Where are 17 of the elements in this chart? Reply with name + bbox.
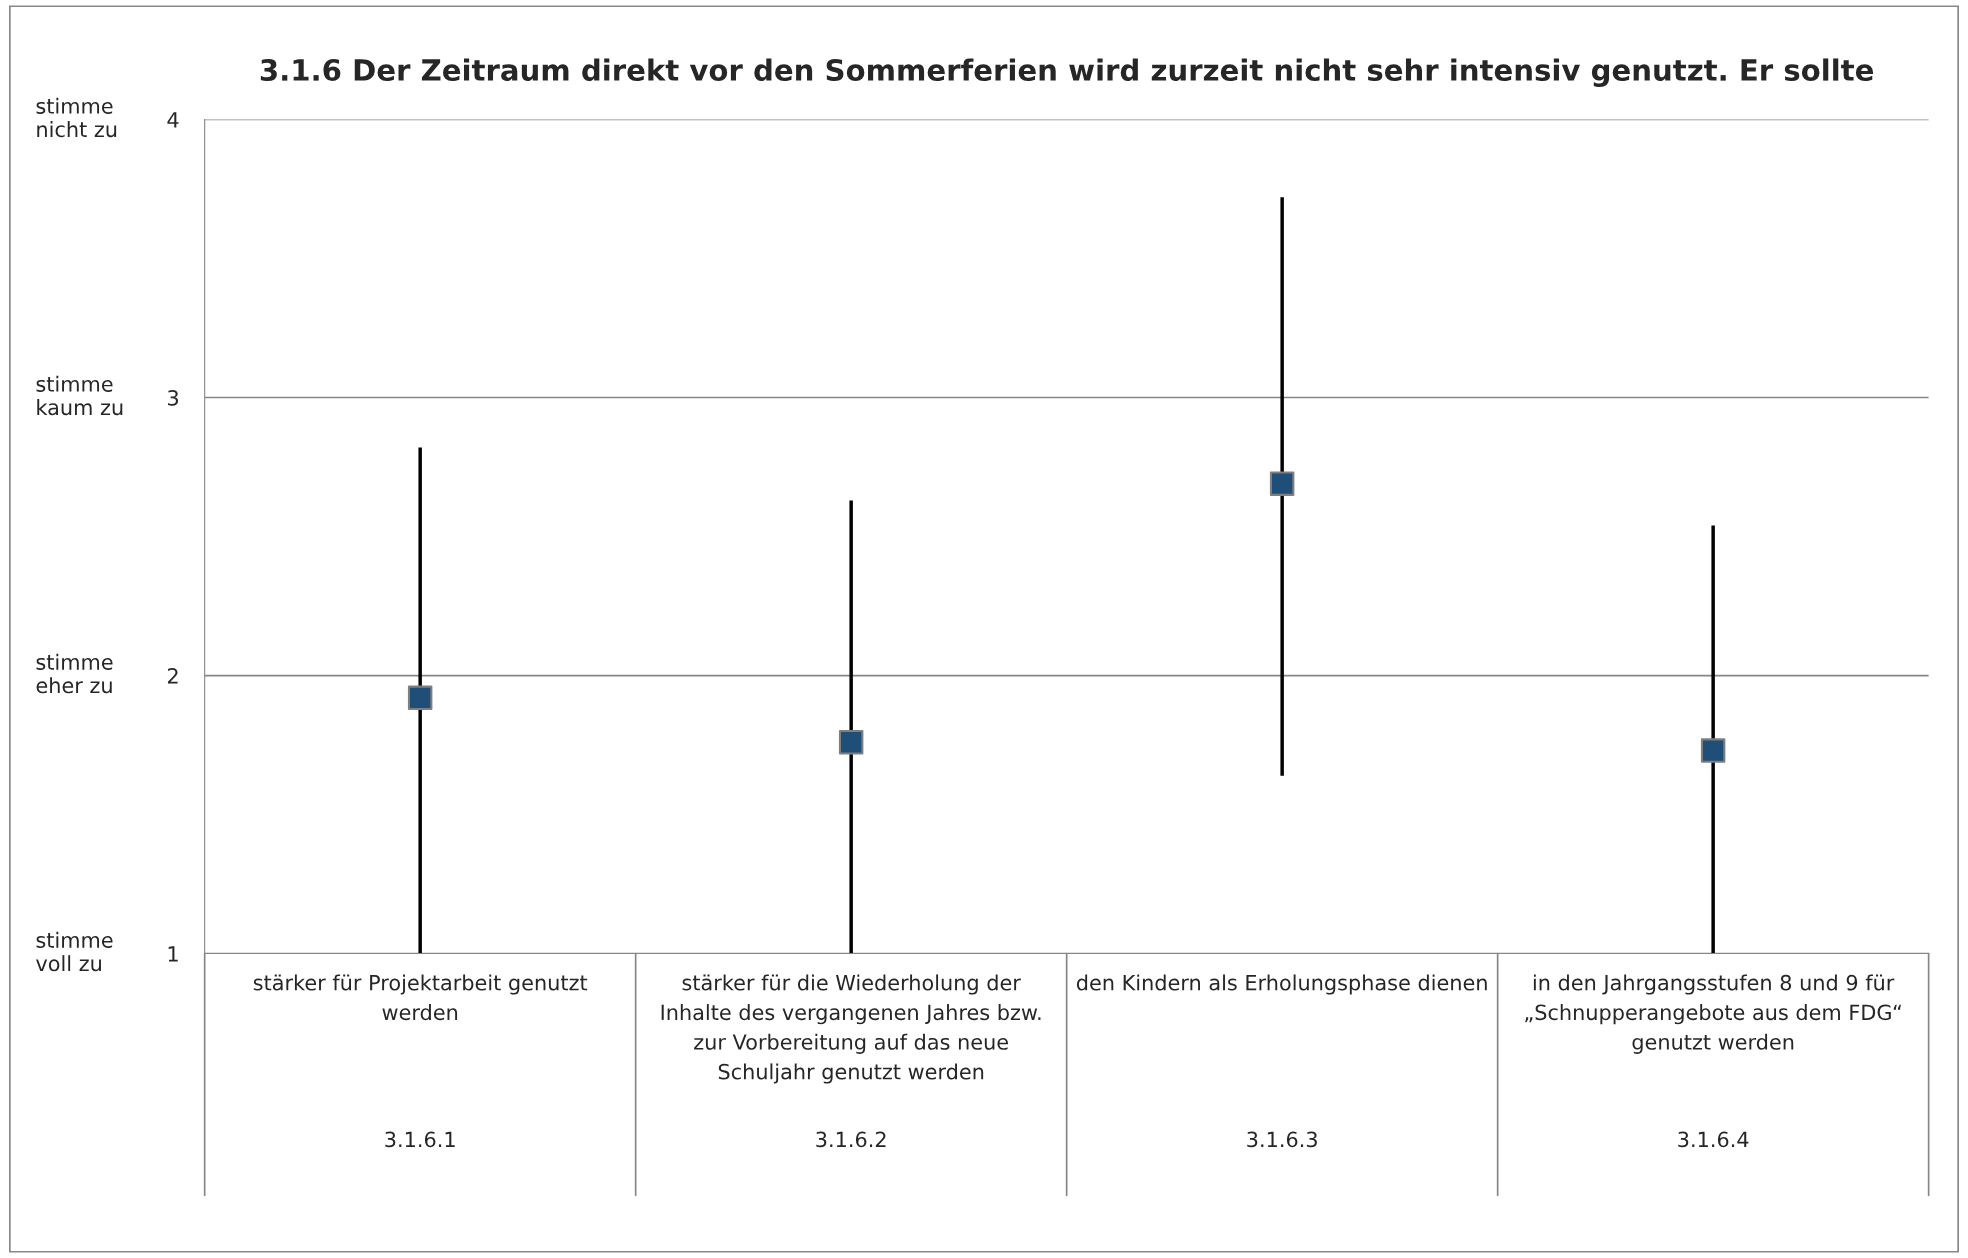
text: stärker für Projektarbeit genutzt werden xyxy=(253,974,588,1021)
text: in den Jahrgangsstufen 8 und 9 für „Schnupperangebote aus dem FDG“ genutzt werden xyxy=(1525,974,1901,1054)
text: den Kindern als Erholungsphase dienen xyxy=(1076,974,1487,995)
y-tick-label: 3 xyxy=(168,389,178,406)
text: stimme kaum zu xyxy=(36,375,123,416)
x-tick-label: 3.1.6.4 xyxy=(1678,1131,1749,1148)
text: stimme nicht zu xyxy=(36,97,117,138)
x-tick-label: 3.1.6.3 xyxy=(1247,1131,1317,1148)
text: stärker für die Wiederholung der Inhalte des vergangenen Jahres bzw. zur Vorbereitung auf das neue Schuljahr genutzt werden xyxy=(661,974,1041,1084)
x-tick-label: 3.1.6.2 xyxy=(816,1131,886,1148)
chart-title: 3.1.6 Der Zeitraum direkt vor den Sommerferien wird zurzeit nicht sehr intensiv genutzt. Er sollte xyxy=(260,58,1874,87)
y-tick-label: 4 xyxy=(167,112,179,128)
y-tick-label: 1 xyxy=(168,946,178,962)
y-tick-label: 2 xyxy=(167,668,178,684)
text: stimme voll zu xyxy=(36,931,113,972)
text: stimme eher zu xyxy=(36,653,113,694)
x-tick-label: 3.1.6.1 xyxy=(385,1131,455,1148)
